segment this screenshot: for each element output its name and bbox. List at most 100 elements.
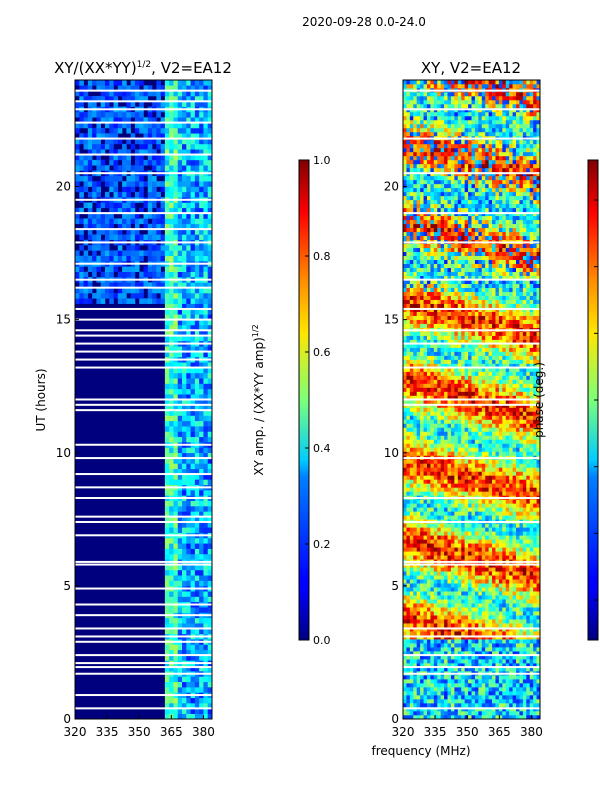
phase-cell [519,499,523,503]
amplitude-cell [182,112,187,118]
phase-cell [526,659,530,663]
amplitude-cell [101,218,106,224]
phase-cell [533,511,537,515]
amplitude-cell [144,160,149,166]
phase-cell [434,567,438,571]
amplitude-cell [131,144,136,150]
amplitude-cell [79,112,84,118]
amplitude-cell [109,176,114,182]
phase-cell [420,515,424,519]
amplitude-cell [101,250,106,256]
amplitude-cell [182,463,187,469]
phase-cell [424,607,428,611]
phase-cell [489,691,493,695]
amplitude-cell [88,218,93,224]
phase-cell [448,467,452,471]
phase-cell [533,571,537,575]
phase-cell [472,695,476,699]
phase-cell [523,503,527,507]
phase-cell [465,599,469,603]
phase-cell [461,443,465,447]
phase-cell [492,639,496,643]
amplitude-cell [165,384,170,390]
amplitude-cell [195,293,200,299]
phase-cell [441,539,445,543]
phase-cell [437,695,441,699]
phase-cell [526,483,530,487]
amplitude-cell [148,234,153,240]
phase-cell [523,647,527,651]
phase-cell [533,491,537,495]
phase-cell [427,459,431,463]
phase-cell [441,523,445,527]
amplitude-cell [169,160,174,166]
phase-cell [533,643,537,647]
amplitude-cell [122,112,127,118]
phase-cell [499,599,503,603]
phase-cell [475,639,479,643]
phase-cell [458,487,462,491]
phase-cell [468,443,472,447]
phase-cell [458,659,462,663]
phase-cell [472,543,476,547]
amplitude-cell [165,687,170,693]
amplitude-cell [92,187,97,193]
phase-cell [413,579,417,583]
phase-cell [516,447,520,451]
amplitude-cell [96,298,101,304]
phase-cell [513,619,517,623]
phase-cell [403,511,407,515]
amplitude-cell [152,256,157,262]
phase-cell [502,551,506,555]
phase-cell [406,491,410,495]
amplitude-cell [186,437,191,443]
phase-cell [461,475,465,479]
phase-cell [509,643,513,647]
phase-cell [465,695,469,699]
amplitude-cell [79,256,84,262]
phase-cell [427,447,431,451]
phase-cell [458,603,462,607]
phase-cell [499,659,503,663]
phase-cell [410,583,414,587]
phase-cell [451,615,455,619]
phase-cell [430,511,434,515]
amplitude-cell [186,250,191,256]
phase-cell [475,515,479,519]
phase-cell [485,503,489,507]
amplitude-cell [199,607,204,613]
amplitude-cell [135,112,140,118]
phase-cell [424,499,428,503]
phase-cell [451,711,455,715]
phase-cell [441,615,445,619]
phase-cell [403,691,407,695]
phase-cell [482,611,486,615]
amplitude-cell [165,128,170,134]
phase-cell [475,703,479,707]
phase-cell [454,447,458,451]
phase-cell [434,435,438,439]
amplitude-cell [169,181,174,187]
phase-cell [424,619,428,623]
phase-cell [410,631,414,635]
amplitude-cell [152,181,157,187]
phase-cell [526,591,530,595]
amplitude-cell [126,272,131,278]
amplitude-cell [173,272,178,278]
phase-cell [472,471,476,475]
phase-cell [454,699,458,703]
phase-cell [509,527,513,531]
phase-cell [448,631,452,635]
phase-cell [441,507,445,511]
phase-cell [506,711,510,715]
amplitude-cell [96,112,101,118]
phase-cell [420,683,424,687]
phase-cell [485,567,489,571]
amplitude-cell [203,591,208,597]
phase-cell [430,611,434,615]
phase-cell [513,567,517,571]
phase-cell [444,507,448,511]
phase-cell [424,471,428,475]
phase-cell [495,583,499,587]
phase-cell [533,631,537,635]
